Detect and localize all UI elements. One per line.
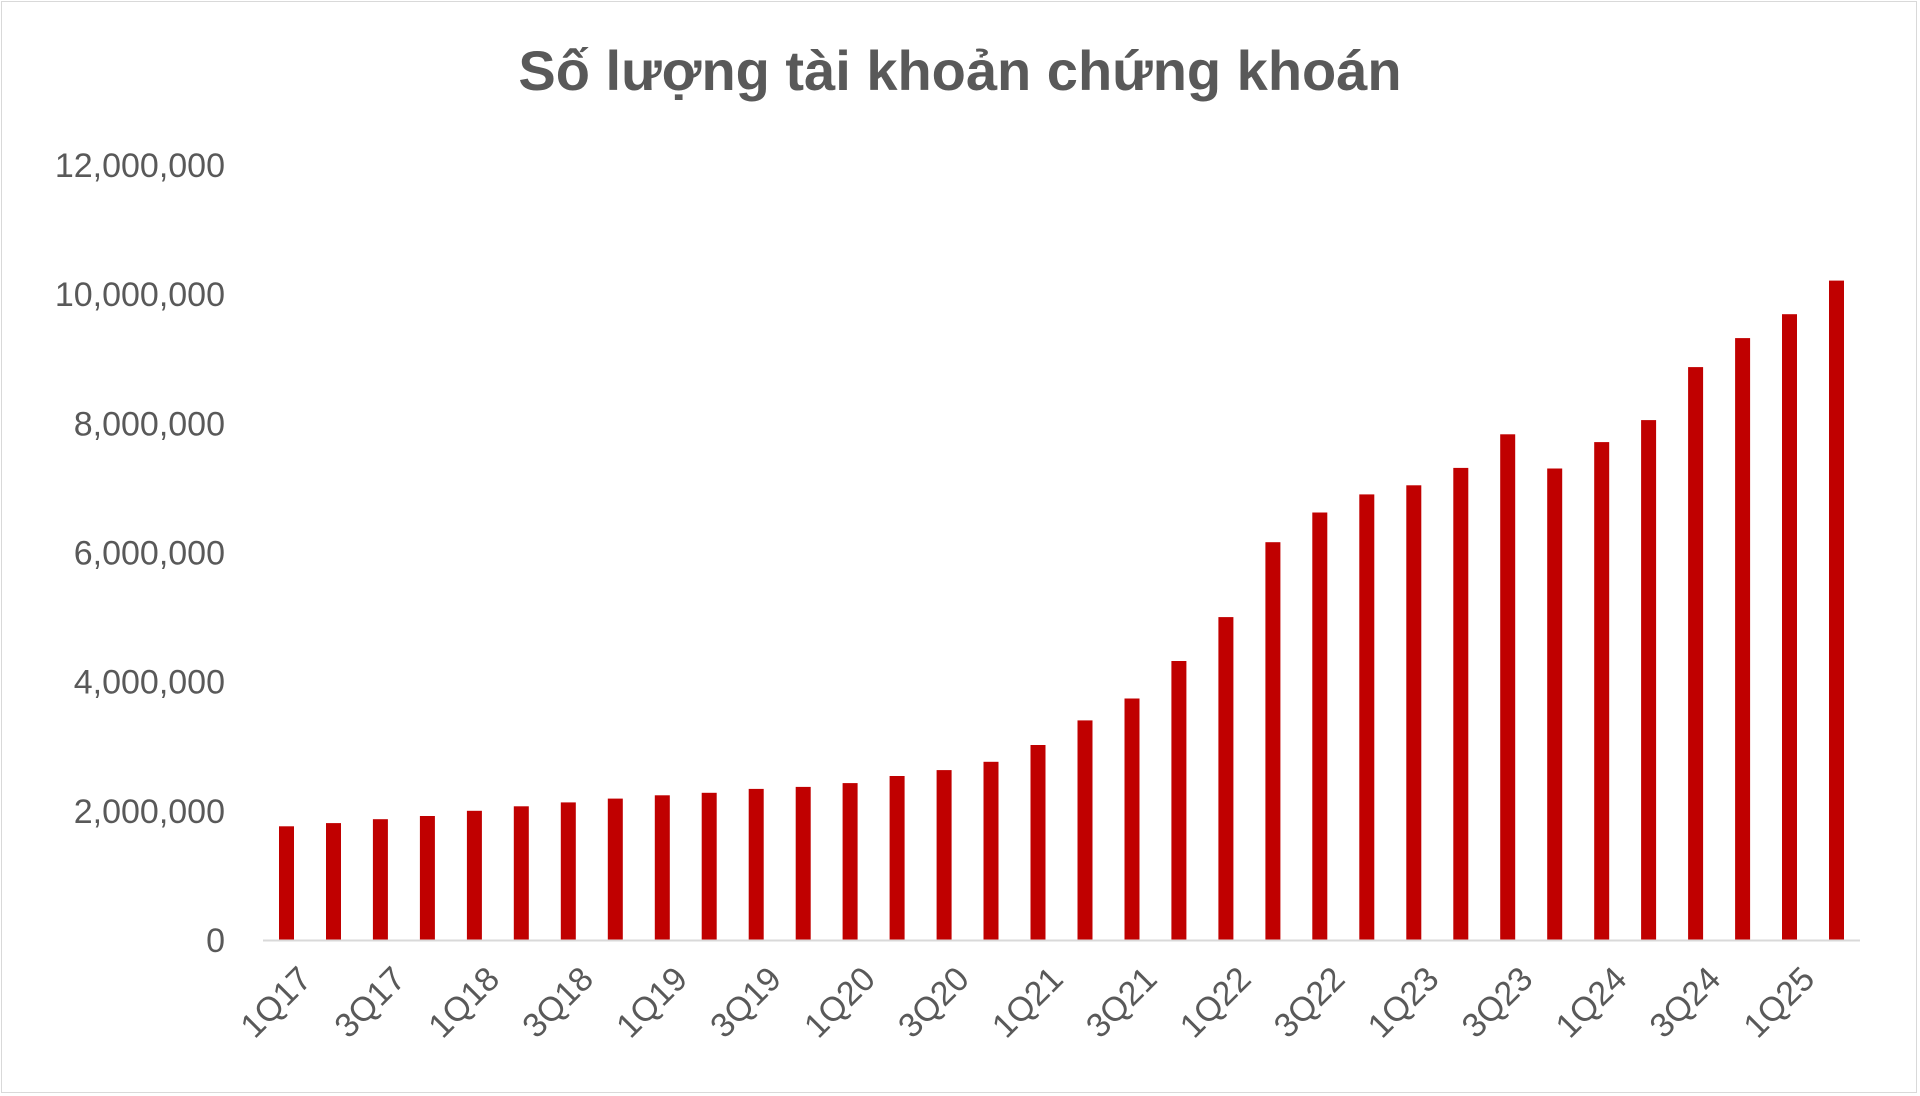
bar-1Q24 — [1594, 442, 1610, 940]
bar-3Q17 — [372, 819, 388, 940]
bar-4Q17 — [419, 816, 435, 940]
x-tick-label: 1Q18 — [421, 960, 507, 1046]
bar-2Q21 — [1077, 720, 1093, 940]
y-tick-label: 8,000,000 — [74, 405, 225, 443]
bar-2Q22 — [1265, 542, 1281, 940]
x-tick-label: 3Q17 — [327, 960, 413, 1046]
bar-1Q23 — [1406, 485, 1422, 940]
bar-1Q22 — [1218, 617, 1234, 940]
x-tick-label: 1Q23 — [1361, 960, 1447, 1046]
x-tick-label: 1Q17 — [233, 960, 319, 1046]
bar-4Q21 — [1171, 661, 1187, 940]
bar-1Q25 — [1782, 314, 1797, 940]
x-tick-label: 1Q20 — [797, 960, 883, 1046]
bar-1Q17 — [279, 826, 294, 940]
bar-4Q23 — [1547, 468, 1563, 940]
bar-4Q24 — [1735, 338, 1751, 941]
x-tick-label: 1Q21 — [985, 960, 1071, 1046]
bar-2Q18 — [513, 806, 529, 940]
bar-1Q21 — [1030, 745, 1046, 940]
x-tick-label: 3Q24 — [1643, 960, 1729, 1046]
chart-title: Số lượng tài khoản chứng khoán — [518, 39, 1402, 102]
y-axis-ticks: 0 2,000,000 4,000,000 6,000,000 8,000,000 10,… — [55, 147, 225, 960]
x-axis-ticks: 1Q17 3Q17 1Q18 3Q18 1Q19 3Q19 1Q20 3Q20 1Q21 3Q21… — [233, 960, 1822, 1046]
bar-3Q24 — [1688, 367, 1704, 941]
x-tick-label: 1Q19 — [609, 960, 695, 1046]
x-tick-label: 3Q23 — [1455, 960, 1541, 1046]
y-tick-label: 2,000,000 — [74, 793, 225, 831]
bar-4Q19 — [795, 786, 811, 940]
bar-3Q23 — [1500, 434, 1516, 940]
y-tick-label: 12,000,000 — [55, 147, 225, 185]
x-tick-label: 1Q22 — [1173, 960, 1259, 1046]
bar-1Q18 — [466, 810, 482, 940]
x-tick-label: 3Q21 — [1079, 960, 1165, 1046]
bar-2Q24 — [1641, 420, 1657, 941]
bar-3Q19 — [748, 788, 764, 940]
bar-3Q22 — [1312, 512, 1328, 940]
x-tick-label: 3Q19 — [703, 960, 789, 1046]
y-tick-label: 6,000,000 — [74, 535, 225, 573]
x-tick-label: 3Q18 — [515, 960, 601, 1046]
bar-2Q19 — [701, 792, 717, 941]
x-tick-label: 1Q24 — [1549, 960, 1635, 1046]
bar-3Q18 — [560, 802, 576, 940]
x-tick-label: 1Q25 — [1736, 960, 1822, 1046]
bar-1Q20 — [842, 783, 858, 940]
bar-4Q20 — [983, 761, 999, 941]
y-tick-label: 4,000,000 — [74, 664, 225, 702]
y-tick-label: 0 — [206, 922, 225, 960]
bar-2Q17 — [326, 823, 341, 940]
x-tick-label: 3Q22 — [1267, 960, 1353, 1046]
y-tick-label: 10,000,000 — [55, 276, 225, 314]
bar-3Q21 — [1124, 698, 1140, 940]
x-tick-label: 3Q20 — [891, 960, 977, 1046]
bar-series — [279, 280, 1844, 941]
bar-4Q22 — [1359, 494, 1375, 940]
bar-2Q23 — [1453, 467, 1469, 940]
bar-2Q25 — [1829, 280, 1844, 941]
bar-1Q19 — [654, 795, 670, 940]
bar-4Q18 — [607, 798, 623, 940]
bar-3Q20 — [936, 770, 952, 940]
bar-2Q20 — [889, 776, 905, 940]
